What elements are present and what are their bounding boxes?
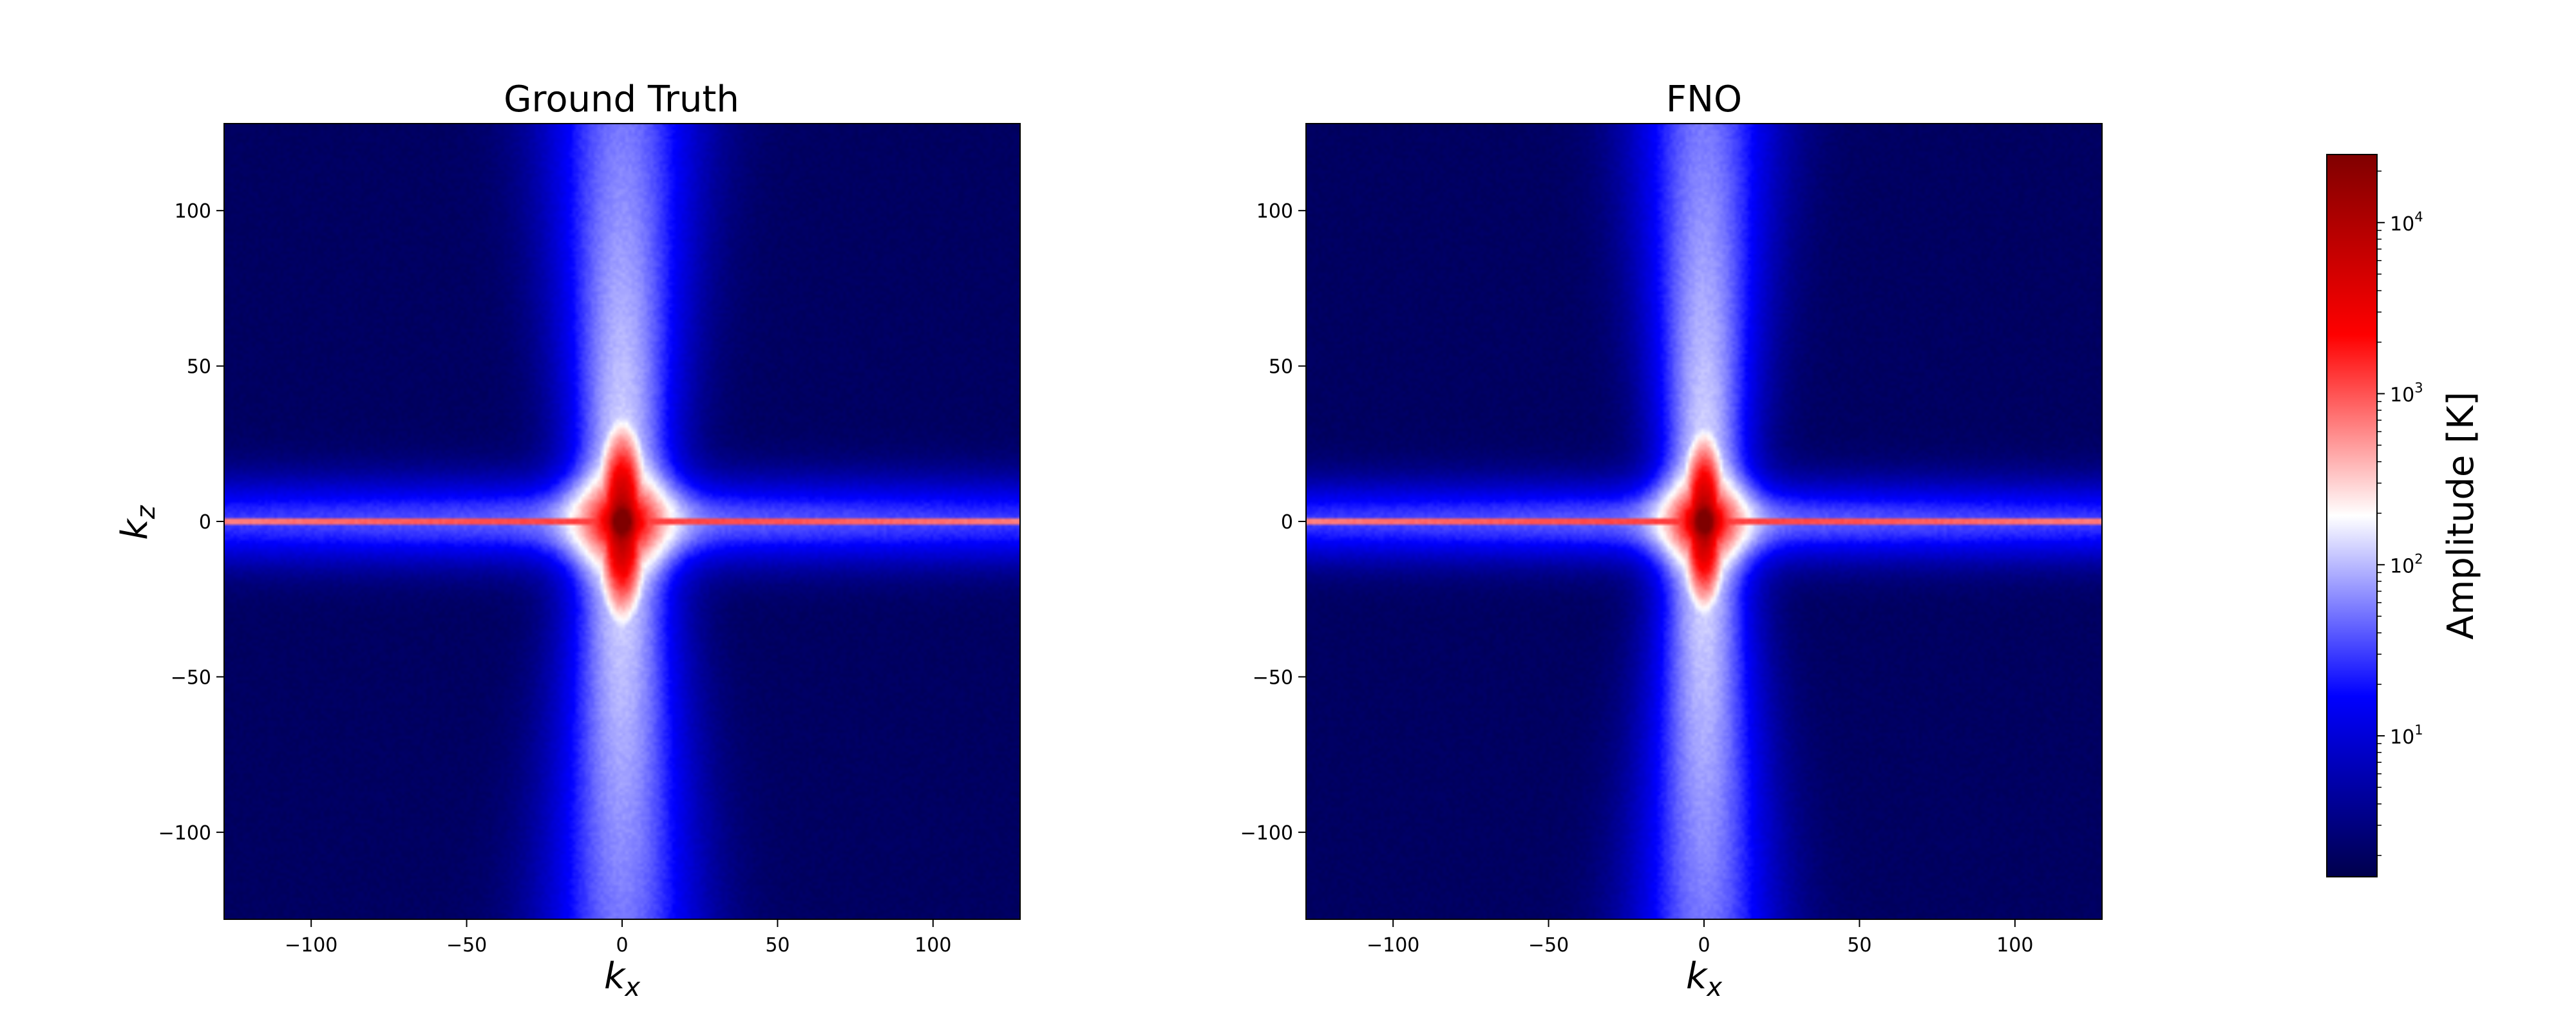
y-tick-label: 100 [1256,200,1293,223]
y-tick-label: 50 [187,356,211,379]
colorbar-tick-base: 10 [2390,726,2414,749]
colorbar-tick-label: 104 [2390,209,2423,236]
x-tick-label: −50 [446,934,487,957]
y-axis-label: kz [114,505,161,539]
colorbar-tick-label: 102 [2390,551,2423,577]
y-tick-label: 50 [1269,356,1293,379]
y-tick-label: −50 [1253,666,1293,689]
colorbar-tick-exponent: 4 [2414,209,2423,225]
y-tick-label: −50 [171,666,211,689]
x-tick-label: 0 [1698,934,1710,957]
fno-panel: FNO −100 −50 0 50 100 −100 −50 0 50 100 kx [1240,79,2103,1002]
x-axis-label-sub: x [1705,973,1722,1002]
x-axis-label: kx [1686,955,1722,1002]
y-axis-label-base: k [114,518,156,540]
x-axis-ticks: −100 −50 0 50 100 [1367,919,2033,957]
x-tick-label: 50 [765,934,790,957]
heatmap-image [224,124,1020,919]
y-tick-label: 0 [199,511,211,534]
y-axis-ticks: −100 −50 0 50 100 [1240,200,1306,845]
x-axis-label-base: k [604,955,627,997]
colorbar-tick-label: 101 [2390,722,2423,749]
x-tick-label: −100 [1367,934,1419,957]
x-axis-label-base: k [1686,955,1709,997]
y-tick-label: −100 [1240,822,1293,845]
x-tick-label: −100 [285,934,337,957]
heatmap-image [1306,124,2102,919]
x-tick-label: 50 [1847,934,1871,957]
y-axis-label-sub: z [131,505,161,520]
panel-title: Ground Truth [504,79,739,120]
x-tick-label: 100 [914,934,951,957]
x-axis-label-sub: x [623,973,640,1002]
colorbar-tick-exponent: 3 [2414,380,2423,396]
panel-title: FNO [1666,79,1742,120]
colorbar-gradient [2326,154,2378,877]
colorbar-tick-base: 10 [2390,384,2414,407]
x-tick-label: 100 [1996,934,2033,957]
colorbar-tick-base: 10 [2390,213,2414,236]
y-axis-ticks: −100 −50 0 50 100 [158,200,224,845]
x-axis-ticks: −100 −50 0 50 100 [285,919,951,957]
colorbar-label: Amplitude [K] [2440,391,2482,639]
ground-truth-panel: Ground Truth −100 −50 0 50 100 −100 −50 0 50 100… [114,79,1021,1002]
colorbar-tick-base: 10 [2390,555,2414,577]
colorbar-tick-exponent: 1 [2414,722,2423,738]
colorbar-tick-exponent: 2 [2414,551,2423,566]
x-tick-label: 0 [616,934,628,957]
x-tick-label: −50 [1528,934,1569,957]
y-tick-label: 100 [175,200,211,223]
y-tick-label: 0 [1281,511,1293,534]
colorbar-tick-label: 103 [2390,380,2423,407]
y-tick-label: −100 [158,822,211,845]
x-axis-label: kx [604,955,640,1002]
